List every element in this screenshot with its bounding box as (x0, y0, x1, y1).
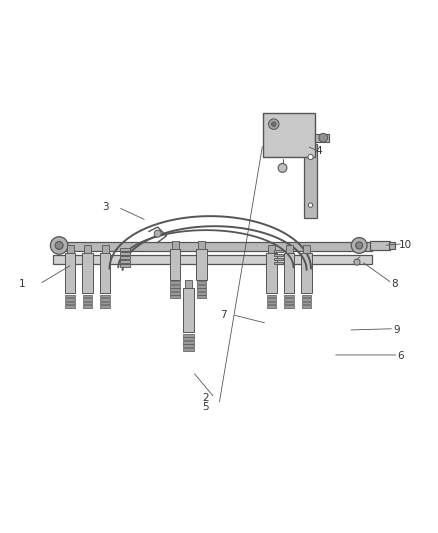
Bar (267, 298, 276, 301)
Text: 8: 8 (391, 279, 398, 289)
Bar (120, 260, 130, 263)
Bar (315, 134, 328, 142)
Bar (266, 253, 277, 293)
Bar (120, 256, 130, 259)
Circle shape (268, 119, 279, 130)
Bar (100, 295, 110, 297)
Text: 3: 3 (102, 203, 109, 212)
Bar (370, 241, 390, 250)
Bar (65, 295, 75, 297)
Text: 10: 10 (399, 240, 412, 249)
Bar (304, 144, 317, 219)
Circle shape (50, 237, 68, 254)
Bar (286, 245, 293, 253)
Bar (284, 298, 294, 301)
Bar (100, 298, 110, 301)
Circle shape (272, 122, 276, 126)
Bar (100, 305, 110, 308)
Text: 2: 2 (202, 393, 209, 403)
Bar (65, 302, 75, 304)
Bar (65, 305, 75, 308)
Bar (267, 305, 276, 308)
Circle shape (308, 203, 313, 207)
Text: 5: 5 (202, 402, 209, 411)
Bar (183, 341, 194, 344)
Circle shape (351, 238, 367, 253)
Bar (263, 113, 315, 157)
Bar (120, 252, 130, 255)
Bar (53, 255, 372, 264)
Text: 6: 6 (397, 351, 404, 361)
Bar (183, 288, 194, 332)
Bar (84, 245, 91, 253)
Bar (284, 302, 294, 304)
Bar (83, 305, 92, 308)
Bar (82, 253, 93, 293)
Bar (284, 253, 294, 293)
Bar (170, 249, 180, 280)
Bar (120, 264, 130, 266)
Circle shape (354, 259, 360, 265)
Circle shape (308, 155, 313, 159)
Bar (303, 245, 310, 253)
Bar (268, 245, 275, 253)
Bar (274, 258, 283, 260)
Bar (83, 298, 92, 301)
Bar (197, 292, 206, 295)
Bar (100, 302, 110, 304)
Bar (389, 242, 395, 249)
Bar (274, 262, 283, 264)
Text: 1: 1 (18, 279, 25, 289)
Bar (267, 295, 276, 297)
Bar (185, 280, 192, 288)
Bar (67, 245, 74, 253)
Bar (198, 241, 205, 249)
Bar (170, 288, 180, 291)
Circle shape (319, 133, 328, 142)
Bar (284, 305, 294, 308)
Bar (197, 285, 206, 287)
Bar (170, 285, 180, 287)
Bar (53, 241, 372, 251)
Circle shape (356, 242, 363, 249)
Bar (65, 253, 75, 293)
Bar (197, 281, 206, 284)
Text: 7: 7 (220, 310, 227, 320)
Bar (120, 248, 130, 251)
Bar (274, 254, 283, 256)
Bar (302, 295, 311, 297)
Bar (301, 253, 312, 293)
Text: 9: 9 (393, 325, 400, 335)
Bar (267, 302, 276, 304)
Bar (170, 292, 180, 295)
Bar (102, 245, 109, 253)
Bar (183, 334, 194, 336)
Bar (302, 298, 311, 301)
Bar (196, 249, 207, 280)
Bar (170, 281, 180, 284)
Bar (302, 302, 311, 304)
Bar (197, 295, 206, 298)
Bar (274, 250, 283, 253)
Bar (83, 302, 92, 304)
Bar (183, 344, 194, 347)
Bar (170, 295, 180, 298)
Bar (284, 295, 294, 297)
Bar (172, 241, 179, 249)
Bar (183, 348, 194, 351)
Bar (183, 337, 194, 340)
Bar (83, 295, 92, 297)
Bar (197, 288, 206, 291)
Bar (302, 305, 311, 308)
Circle shape (154, 230, 161, 237)
Bar (65, 298, 75, 301)
Circle shape (278, 164, 287, 172)
Text: 4: 4 (315, 146, 322, 156)
Bar (100, 253, 110, 293)
Circle shape (55, 241, 63, 249)
